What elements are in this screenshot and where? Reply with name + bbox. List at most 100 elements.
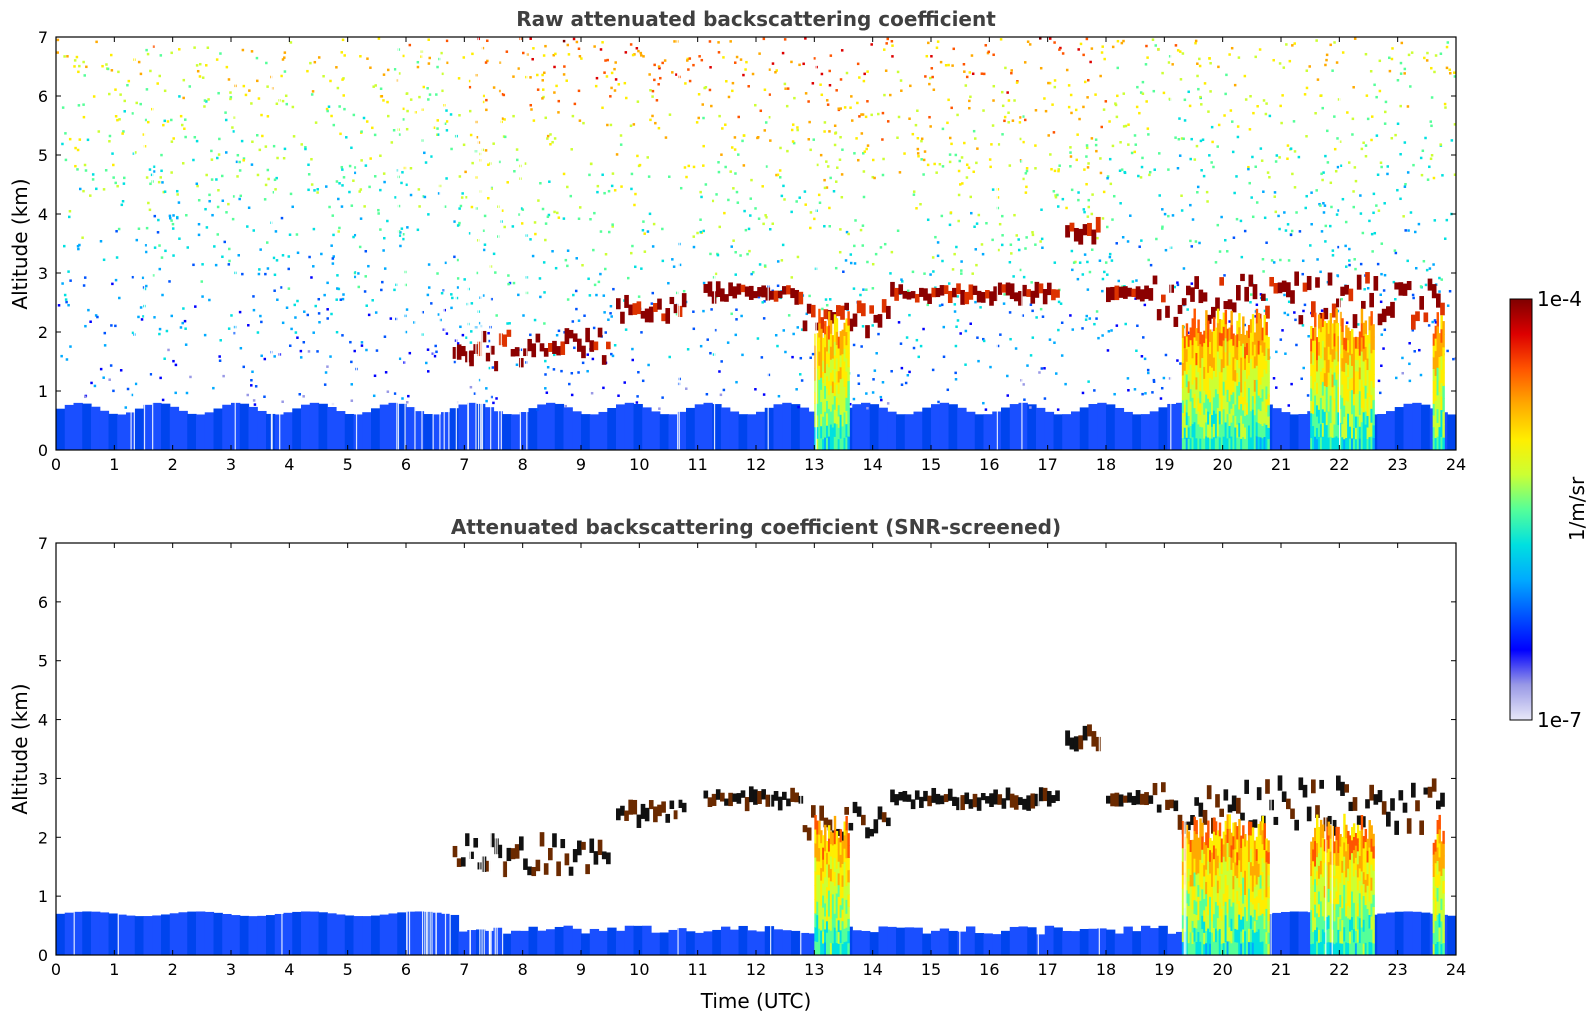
noise-pixel: [1394, 298, 1397, 301]
boundary-layer-cell: [747, 414, 757, 450]
noise-pixel: [843, 106, 847, 109]
precip-cell: [1187, 438, 1191, 450]
noise-pixel: [306, 313, 310, 317]
boundary-layer-cell: [799, 932, 810, 955]
noise-pixel: [1388, 56, 1391, 60]
precip-cell: [822, 859, 825, 872]
precip-cell: [826, 350, 829, 364]
noise-pixel: [1058, 164, 1061, 167]
noise-pixel: [871, 391, 875, 394]
boundary-layer-cell: [1377, 913, 1387, 955]
cloud-layer-cell: [564, 853, 570, 866]
cloud-layer-cell: [976, 797, 982, 811]
noise-pixel: [951, 268, 955, 271]
precip-cell: [1267, 404, 1270, 417]
noise-pixel: [401, 397, 404, 400]
cloud-layer-cell: [802, 320, 808, 332]
noise-pixel: [1240, 255, 1244, 259]
noise-pixel: [763, 129, 767, 132]
precip-cell: [845, 397, 848, 412]
noise-pixel: [1364, 52, 1368, 56]
noise-pixel: [263, 357, 267, 361]
noise-pixel: [90, 381, 93, 385]
precip-cell: [1372, 374, 1375, 388]
noise-pixel: [196, 69, 200, 73]
precip-cell: [1337, 386, 1340, 400]
noise-pixel: [1186, 308, 1189, 311]
noise-pixel: [900, 366, 904, 370]
noise-pixel: [702, 164, 705, 167]
noise-pixel: [302, 395, 305, 398]
noise-pixel: [1383, 328, 1387, 332]
noise-pixel: [1399, 152, 1402, 156]
noise-pixel: [1116, 39, 1120, 43]
noise-pixel: [482, 248, 486, 252]
precip-cell: [818, 365, 821, 380]
noise-pixel: [1115, 324, 1119, 327]
noise-pixel: [1258, 48, 1262, 51]
precip-cell: [1312, 388, 1315, 402]
precip-cell: [820, 905, 823, 919]
precip-cell: [1247, 349, 1251, 363]
noise-pixel: [453, 255, 456, 259]
noise-pixel: [1402, 215, 1405, 218]
precip-cell: [1234, 335, 1237, 348]
noise-pixel: [954, 378, 958, 381]
cloud-layer-cell: [1186, 821, 1191, 831]
precip-cell: [1195, 352, 1198, 366]
noise-pixel: [1344, 220, 1348, 224]
noise-pixel: [82, 115, 86, 119]
noise-pixel: [244, 93, 248, 97]
cloud-layer-cell: [935, 793, 941, 805]
cloud-layer-cell: [1206, 785, 1212, 800]
noise-pixel: [733, 61, 737, 64]
noise-pixel: [1176, 49, 1180, 52]
noise-pixel: [1453, 173, 1456, 176]
noise-pixel: [299, 349, 303, 353]
precip-cell: [1220, 371, 1224, 386]
noise-pixel: [613, 344, 617, 347]
noise-pixel: [982, 109, 985, 112]
noise-pixel: [1432, 176, 1436, 180]
precip-cell: [818, 820, 821, 835]
precip-cell: [1370, 366, 1373, 382]
precip-cell: [1349, 378, 1352, 392]
precip-cell: [820, 340, 823, 354]
noise-pixel: [229, 96, 233, 99]
precip-cell: [1354, 393, 1358, 406]
noise-pixel: [1103, 57, 1106, 61]
noise-pixel: [471, 52, 474, 56]
precip-cell: [1224, 887, 1228, 902]
boundary-layer-cell: [1412, 402, 1422, 450]
noise-pixel: [1372, 211, 1375, 215]
precip-cell: [1251, 314, 1255, 329]
noise-pixel: [1040, 237, 1044, 241]
noise-pixel: [601, 41, 604, 44]
cloud-layer-cell: [568, 866, 574, 876]
boundary-layer-cell: [992, 934, 1002, 955]
precip-cell: [831, 881, 835, 895]
precip-cell: [847, 352, 850, 368]
noise-pixel: [714, 328, 717, 332]
precip-cell: [1205, 905, 1208, 919]
noise-pixel: [1152, 380, 1156, 383]
precip-cell: [1193, 379, 1196, 394]
noise-pixel: [1446, 349, 1449, 353]
noise-pixel: [502, 93, 506, 97]
precip-cell: [1207, 887, 1210, 902]
noise-pixel: [1291, 44, 1294, 47]
precip-cell: [845, 436, 848, 450]
data-gap: [677, 37, 679, 450]
precip-cell: [1312, 376, 1315, 390]
noise-pixel: [1371, 250, 1374, 253]
boundary-layer-cell: [213, 408, 223, 450]
noise-pixel: [837, 107, 840, 110]
precip-cell: [1257, 367, 1261, 382]
precip-cell: [1203, 864, 1206, 877]
boundary-layer-cell: [887, 926, 897, 955]
noise-pixel: [1004, 66, 1007, 70]
noise-pixel: [718, 225, 721, 229]
precip-cell: [1263, 328, 1266, 343]
noise-pixel: [1206, 200, 1209, 203]
boundary-layer-cell: [1036, 407, 1046, 450]
